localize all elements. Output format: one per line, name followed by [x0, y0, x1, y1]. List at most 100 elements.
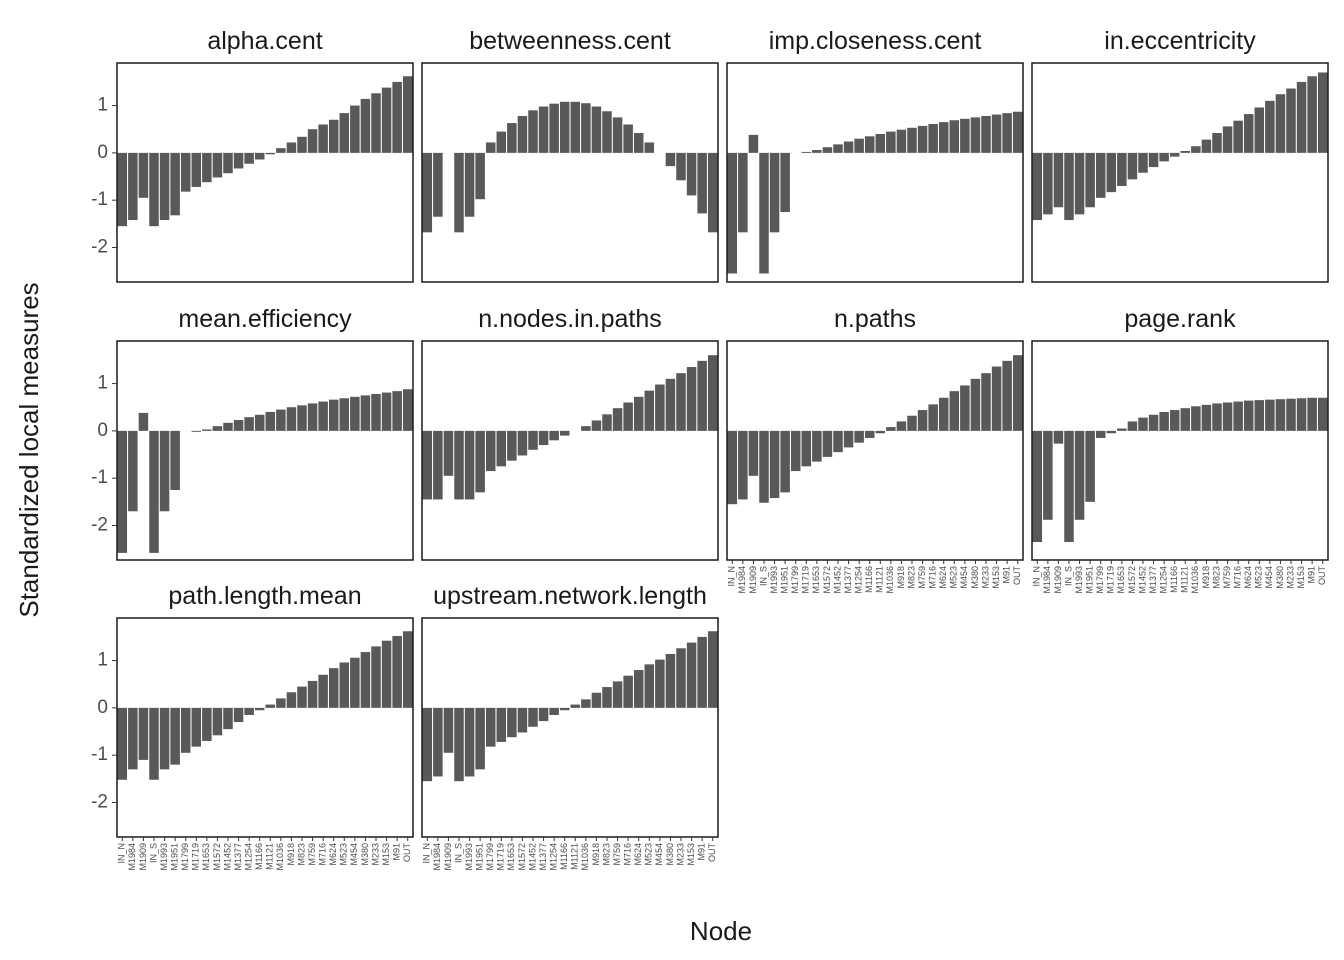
- x-tick-label: M1993: [769, 566, 779, 594]
- x-tick-label: M454: [349, 843, 359, 866]
- bar: [1243, 400, 1254, 431]
- bar: [276, 698, 286, 708]
- panel-border: [116, 617, 414, 838]
- panel-title: mean.efficiency: [178, 305, 352, 333]
- panel-border: [421, 62, 719, 283]
- bar: [854, 138, 864, 153]
- bar: [328, 119, 339, 153]
- x-tick-label: M624: [633, 843, 643, 866]
- bar: [1191, 146, 1201, 153]
- bar: [1002, 113, 1012, 153]
- x-tick-label: M1909: [748, 566, 758, 594]
- bar: [392, 81, 402, 153]
- x-tick-label: IN_S: [453, 843, 463, 863]
- y-tick-label: -2: [91, 236, 108, 257]
- bar: [949, 391, 960, 431]
- bar: [559, 707, 570, 711]
- bar: [381, 640, 392, 708]
- x-tick-label: M1121: [265, 843, 275, 870]
- bar: [1169, 410, 1180, 431]
- x-tick-label: M1377: [843, 566, 853, 594]
- bar: [381, 87, 392, 153]
- bar: [769, 152, 780, 233]
- bar: [339, 662, 350, 708]
- x-tick-label: M233: [980, 566, 990, 589]
- x-tick-label: M1572: [1127, 566, 1137, 594]
- bar: [1201, 139, 1212, 153]
- bar: [697, 360, 707, 431]
- x-tick-label: M1452: [832, 566, 842, 594]
- bar: [1117, 152, 1127, 186]
- x-tick-label: M454: [1264, 566, 1274, 589]
- bar: [1095, 430, 1106, 438]
- bar: [402, 389, 413, 431]
- x-tick-label: M1993: [159, 843, 169, 871]
- y-tick-label: -1: [91, 467, 108, 488]
- panel-border: [116, 62, 414, 283]
- x-tick-label: M1572: [517, 843, 527, 871]
- x-tick-label: M233: [370, 843, 380, 866]
- bar: [307, 680, 318, 708]
- bar: [328, 668, 339, 708]
- y-tick-label: -2: [91, 791, 108, 812]
- bar: [1201, 404, 1212, 431]
- bar: [496, 430, 507, 467]
- x-tick-label: M759: [917, 566, 927, 589]
- bar: [727, 430, 738, 505]
- bar: [1148, 414, 1159, 431]
- bar: [644, 664, 655, 708]
- bar: [149, 430, 159, 553]
- bar: [422, 707, 433, 782]
- bar: [402, 631, 413, 708]
- bar: [612, 117, 623, 153]
- bar: [748, 134, 759, 153]
- bar: [1002, 360, 1012, 431]
- bar: [464, 430, 475, 500]
- bar: [1275, 399, 1286, 431]
- x-tick-label: M1166: [254, 843, 264, 870]
- y-tick-label: 0: [97, 142, 108, 163]
- panel-title: n.nodes.in.paths: [478, 305, 661, 333]
- panel-title: page.rank: [1124, 305, 1236, 333]
- y-tick-label: -2: [91, 514, 108, 535]
- y-tick-label: -1: [91, 189, 108, 210]
- bar: [223, 152, 233, 174]
- bar: [633, 670, 644, 708]
- bar: [297, 686, 307, 708]
- bar: [707, 152, 718, 233]
- x-tick-label: M1993: [464, 843, 474, 871]
- x-tick-label: IN_S: [148, 843, 158, 863]
- panel-title: imp.closeness.cent: [769, 27, 982, 55]
- bar: [170, 707, 180, 765]
- panel-title: in.eccentricity: [1104, 27, 1256, 55]
- bar: [1053, 152, 1064, 208]
- bar: [1296, 81, 1307, 153]
- bar: [1180, 150, 1191, 153]
- bar: [371, 646, 381, 708]
- x-tick-label: M1036: [1190, 566, 1200, 594]
- bar: [875, 430, 886, 434]
- bar: [697, 636, 707, 708]
- bar: [212, 426, 223, 431]
- x-tick-label: M823: [296, 843, 306, 866]
- bar: [676, 648, 686, 708]
- x-tick-label: OUT: [1012, 566, 1022, 586]
- y-tick-label: 0: [97, 420, 108, 441]
- bar: [1243, 114, 1254, 153]
- bar: [202, 707, 212, 741]
- bar: [233, 419, 244, 431]
- bar: [128, 430, 138, 512]
- bar: [1074, 152, 1085, 215]
- x-tick-label: M1984: [1042, 566, 1052, 594]
- bar: [1222, 126, 1233, 153]
- x-tick-label: M1984: [127, 843, 137, 871]
- bar: [360, 652, 371, 708]
- bar: [202, 152, 212, 183]
- bar: [1085, 152, 1095, 208]
- bar: [381, 392, 392, 431]
- x-tick-label: M918: [591, 843, 601, 866]
- bar: [1106, 152, 1117, 193]
- x-tick-label: M1653: [1116, 566, 1126, 594]
- x-tick-label: IN_N: [422, 843, 432, 864]
- bar: [339, 113, 350, 153]
